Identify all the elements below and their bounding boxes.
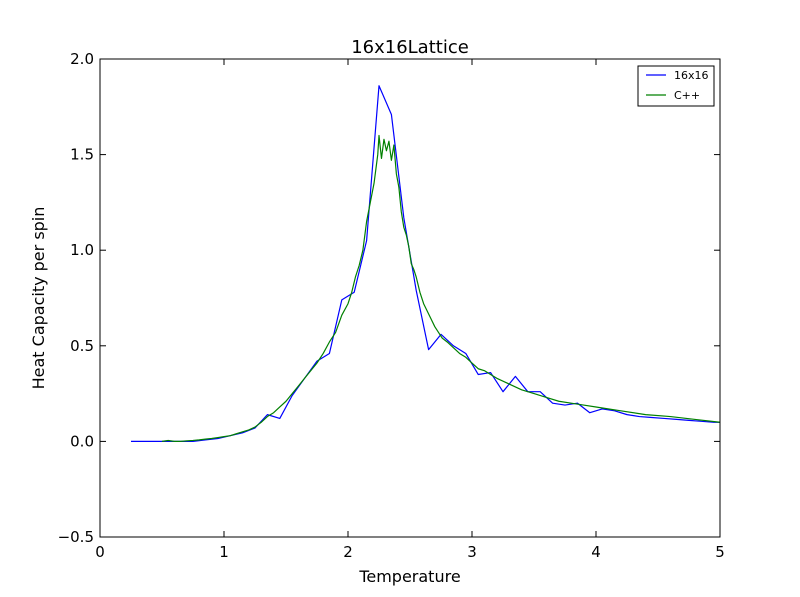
y-tick-label: 1.5 [70,146,94,164]
legend-label-cpp: C++ [674,89,700,102]
plot-area [131,85,721,442]
y-tick-label: 0.5 [70,337,94,355]
x-tick-label: 4 [591,543,601,561]
x-tick-label: 2 [343,543,353,561]
y-tick-label: 0.0 [70,432,94,450]
x-tick-label: 3 [467,543,477,561]
x-tick-label: 1 [219,543,229,561]
y-tick-label: −0.5 [58,528,94,546]
y-tick-label: 1.0 [70,241,94,259]
chart-title: 16x16Lattice [351,37,469,58]
y-axis-label: Heat Capacity per spin [29,207,48,390]
plot-frame [99,58,721,538]
x-tick-label: 0 [95,543,105,561]
legend: 16x16 C++ [637,65,715,107]
axis-ticks: 0 1 2 3 4 5 −0.5 0.0 0.5 1.0 1.5 2.0 [58,50,725,561]
x-tick-label: 5 [715,543,725,561]
y-tick-label: 2.0 [70,50,94,68]
x-axis-label: Temperature [358,567,460,586]
legend-box [637,65,715,107]
series-line-cpp [161,134,721,442]
legend-label-16x16: 16x16 [674,69,709,82]
